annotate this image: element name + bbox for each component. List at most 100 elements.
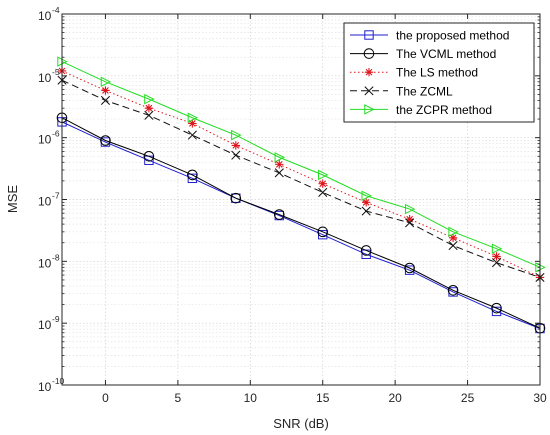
series-point-marker [360,245,372,256]
y-tick-label: 10 -8 [38,252,60,270]
y-axis-label: MSE [5,185,20,214]
series-point-marker [275,160,284,169]
series-point-marker [231,150,241,160]
y-tick-label-base: 10 [38,133,52,147]
x-tick-label: 10 [244,391,258,405]
series-point-marker [100,76,112,88]
x-tick-label: 20 [388,391,402,405]
series-point-marker [101,86,110,95]
legend-entry: the ZCPR method [350,103,492,117]
series-point-marker [405,215,414,224]
legend-marker [364,68,374,77]
series-point-marker [187,112,199,123]
legend-marker [364,86,374,96]
series-point-marker [491,243,503,254]
series-point-marker [318,169,329,181]
series-2 [56,112,546,334]
series-point-marker [492,252,501,261]
y-tick-label-base: 10 [38,256,52,270]
y-tick-label-exponent: -5 [52,67,60,77]
legend-label: the proposed method [396,29,509,43]
x-tick-label: 0 [102,391,109,405]
series-layer [56,56,546,334]
y-tick-label: 10 -9 [38,314,60,332]
y-tick-label-base: 10 [38,318,52,332]
series-point-marker [361,206,371,216]
series-point-marker [361,198,371,207]
y-tick-label-exponent: -4 [52,5,60,15]
series-point-marker [448,240,458,251]
y-tick-label: 10 -7 [38,191,60,209]
series-point-marker [318,187,328,198]
x-tick-labels: 0 5 10 15 20 25 30 [102,391,547,405]
legend: the proposed method The VCML method The LS… [343,22,535,123]
series-point-marker [144,93,155,105]
series-point-marker [447,285,459,296]
y-tick-label: 10 -10 [38,376,65,394]
legend-marker [364,30,374,40]
legend-label: The ZCML [396,84,453,98]
series-point-marker [318,179,327,188]
legend-label: The LS method [396,66,478,80]
series-line [61,61,541,268]
legend-entry: The VCML method [350,47,496,61]
x-tick-label: 15 [316,391,330,405]
series-point-marker [144,110,154,120]
y-tick-label-exponent: -10 [52,376,65,386]
series-point-marker [187,169,198,181]
y-tick-label-base: 10 [38,9,52,23]
series-point-marker [491,306,502,317]
series-point-marker [404,203,416,215]
series-line [61,117,541,329]
series-point-marker [491,258,502,268]
x-tick-label: 30 [533,391,547,405]
y-tick-label: 10 -6 [38,129,60,147]
series-point-marker [361,190,372,201]
legend-label: The VCML method [396,47,496,61]
series-point-marker [230,192,242,204]
x-tick-label: 25 [461,391,475,405]
series-point-marker [317,226,329,238]
series-5 [57,56,546,273]
y-tick-label: 10 -5 [38,67,60,85]
series-point-marker [144,103,154,113]
series-point-marker [188,119,197,128]
legend-box [343,22,535,123]
legend-label: the ZCPR method [396,103,492,117]
tick-layer [62,13,541,386]
legend-entry: the proposed method [350,29,509,43]
y-tick-label-base: 10 [38,71,52,85]
series-4 [57,75,545,282]
y-tick-label-exponent: -8 [52,252,60,262]
series-point-marker [187,130,197,140]
series-point-marker [231,193,241,203]
series-point-marker [100,95,111,105]
y-tick-label-exponent: -6 [52,129,60,139]
legend-marker [363,48,375,59]
y-tick-label-base: 10 [38,380,52,394]
series-line [61,79,541,278]
series-point-marker [448,233,458,243]
series-line [61,70,541,278]
series-point-marker [405,218,415,228]
series-point-marker [231,141,241,150]
y-tick-label: 10 -4 [38,5,60,23]
series-line [61,121,541,329]
series-point-marker [274,168,284,178]
y-tick-label-exponent: -7 [52,191,60,201]
series-point-marker [274,152,286,163]
series-point-marker [448,226,459,238]
y-tick-label-exponent: -9 [52,314,60,324]
legend-entry: The ZCML [350,84,453,98]
legend-marker [364,104,375,115]
legend-entry: The LS method [350,66,478,80]
series-point-marker [491,302,502,314]
series-point-marker [231,129,242,141]
series-point-marker [100,135,111,146]
x-axis-label: SNR (dB) [273,416,329,431]
series-point-marker [143,150,155,162]
series-point-marker [187,173,198,184]
series-point-marker [404,262,415,274]
